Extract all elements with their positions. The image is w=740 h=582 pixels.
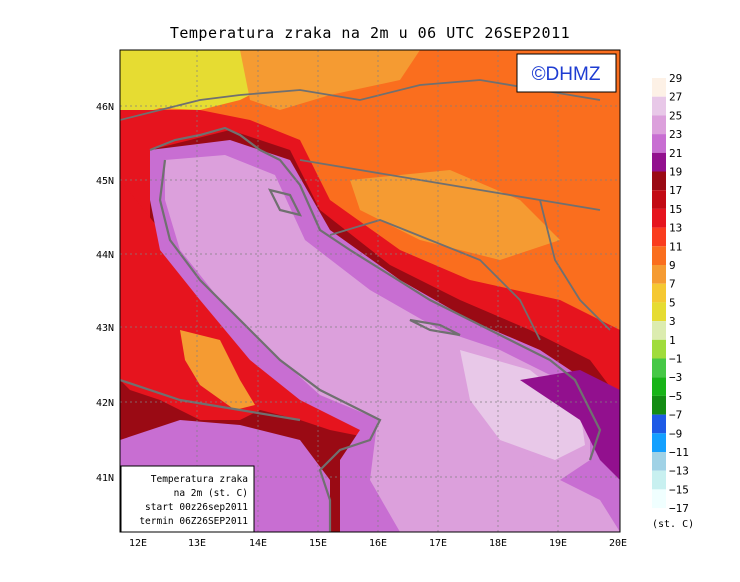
legend-swatch	[652, 433, 666, 452]
info-line-1: Temperatura zraka	[151, 474, 248, 485]
coastlines	[120, 126, 602, 532]
legend-tick-label: −3	[669, 371, 682, 384]
lon-label: 12E	[129, 538, 147, 549]
dhmz-logo: ©DHMZ	[516, 53, 617, 93]
legend-swatch	[652, 190, 666, 209]
legend-swatch	[652, 265, 666, 284]
legend-tick-label: −1	[669, 353, 682, 366]
lon-labels: 12E 13E 14E 15E 16E 17E 18E 19E 20E	[129, 538, 627, 549]
legend-swatch	[652, 208, 666, 228]
legend-swatch	[652, 96, 666, 116]
legend-swatch	[652, 358, 666, 378]
lat-label: 41N	[96, 473, 114, 484]
legend-swatch	[652, 377, 666, 396]
legend-tick-label: −13	[669, 465, 689, 478]
legend-tick-label: 23	[669, 128, 682, 141]
legend-tick-label: −17	[669, 502, 689, 515]
legend-tick-label: 21	[669, 147, 682, 160]
legend-swatch	[652, 171, 666, 191]
legend-swatch	[652, 489, 666, 509]
legend-tick-label: 1	[669, 334, 676, 347]
albania-coast	[520, 370, 620, 480]
legend-swatch	[652, 246, 666, 265]
legend-swatch	[652, 414, 666, 434]
legend-tick-label: 13	[669, 222, 682, 235]
info-line-3: start 00z26sep2011	[145, 502, 248, 513]
legend-tick-label: −5	[669, 390, 682, 403]
legend-tick-label: 15	[669, 203, 682, 216]
legend-swatch	[652, 321, 666, 340]
legend-swatch	[652, 470, 666, 490]
lat-label: 42N	[96, 398, 114, 409]
legend-swatch	[652, 395, 666, 415]
lon-label: 17E	[429, 538, 447, 549]
legend-swatch	[652, 78, 666, 97]
legend-tick-label: 9	[669, 259, 676, 272]
legend-swatch	[652, 452, 666, 471]
legend-tick-label: 29	[669, 72, 682, 85]
legend-tick-label: −7	[669, 409, 682, 422]
lon-label: 16E	[369, 538, 387, 549]
legend-swatch	[652, 134, 666, 153]
cool-zone-north	[240, 50, 420, 110]
lon-label: 15E	[309, 538, 327, 549]
legend-tick-label: 27	[669, 91, 682, 104]
lat-labels: 46N 45N 44N 43N 42N 41N	[96, 102, 114, 484]
cool-zone-inland	[350, 170, 560, 260]
legend-tick-label: 7	[669, 278, 676, 291]
graticule	[120, 50, 620, 532]
legend-tick-label: 5	[669, 296, 676, 309]
legend-tick-label: −9	[669, 427, 682, 440]
legend-swatch	[652, 115, 666, 135]
legend-tick-label: 25	[669, 109, 682, 122]
lat-label: 45N	[96, 176, 114, 187]
info-line-2: na 2m (st. C)	[174, 488, 248, 499]
legend-unit: (st. C)	[652, 519, 695, 530]
lon-label: 19E	[549, 538, 567, 549]
lat-label: 46N	[96, 102, 114, 113]
svg-text:©DHMZ: ©DHMZ	[532, 64, 601, 85]
legend-tick-label: 19	[669, 166, 682, 179]
legend-tick-label: 17	[669, 184, 682, 197]
lat-label: 43N	[96, 323, 114, 334]
lat-label: 44N	[96, 250, 114, 261]
legend-swatch	[652, 302, 666, 322]
legend-tick-label: −11	[669, 446, 689, 459]
lon-label: 13E	[188, 538, 206, 549]
color-legend: 29 27 25 23 21 19 17 15 13 11 9 7 5 3 1 −1 −3 −5 −7 −9 −11 −1…	[652, 72, 689, 515]
lon-label: 14E	[249, 538, 267, 549]
legend-tick-label: 3	[669, 315, 676, 328]
info-box: Temperatura zraka na 2m (st. C) start 00…	[120, 465, 255, 533]
map-title: Temperatura zraka na 2m u 06 UTC 26SEP20…	[169, 24, 571, 42]
lon-label: 18E	[489, 538, 507, 549]
legend-swatch	[652, 283, 666, 303]
legend-swatch	[652, 339, 666, 359]
legend-swatch	[652, 227, 666, 247]
map-frame	[119, 49, 621, 533]
apennine-cool	[180, 330, 255, 410]
legend-tick-label: −15	[669, 483, 689, 496]
sea-warm-core	[460, 350, 585, 460]
map-field	[120, 50, 620, 532]
legend-swatch	[652, 152, 666, 172]
info-line-4: termin 06Z26SEP2011	[139, 516, 248, 527]
ionian-sea	[370, 400, 620, 532]
lon-label: 20E	[609, 538, 627, 549]
legend-tick-label: 11	[669, 240, 682, 253]
